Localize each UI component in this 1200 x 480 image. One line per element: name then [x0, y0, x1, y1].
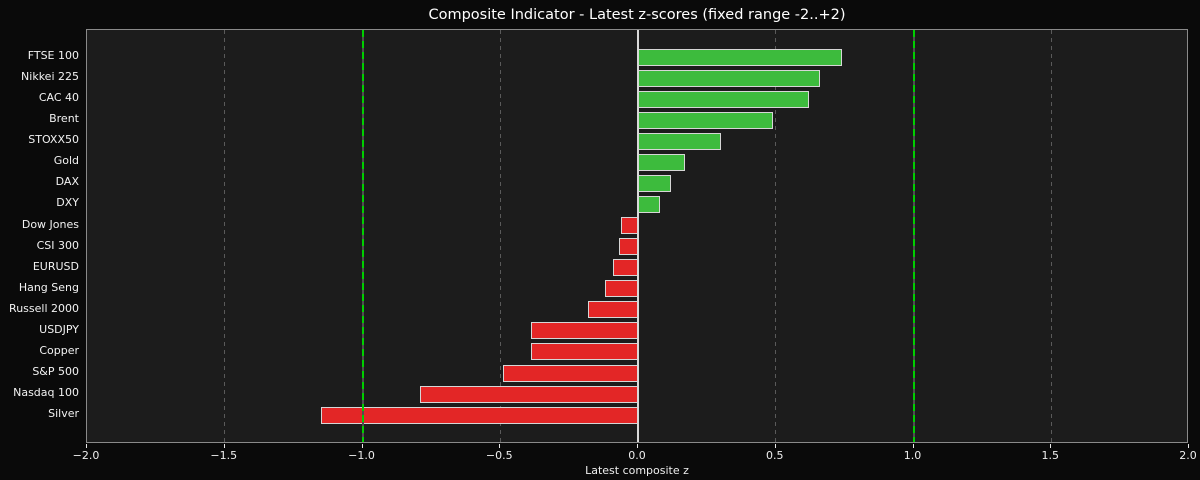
- x-tick-label: −1.0: [348, 449, 375, 462]
- bar-dxy: [638, 195, 661, 213]
- y-tick-label: Nikkei 225: [21, 70, 79, 84]
- reference-line: [912, 30, 915, 442]
- zero-line: [637, 30, 639, 442]
- bar-ftse-100: [638, 48, 842, 66]
- x-tick-label: −0.5: [485, 449, 513, 462]
- gridline: [775, 30, 777, 442]
- bar-csi-300: [618, 238, 638, 256]
- x-tick-mark: [86, 444, 87, 448]
- y-tick-label: FTSE 100: [27, 49, 79, 62]
- bar-usdjpy: [530, 322, 638, 340]
- x-tick-label: 2.0: [1179, 449, 1197, 462]
- y-tick-label: Nasdaq 100: [13, 386, 79, 400]
- x-tick-mark: [912, 444, 914, 448]
- y-tick-label: EURUSD: [32, 259, 79, 273]
- y-tick-label: CSI 300: [36, 238, 79, 252]
- y-tick-label: Brent: [49, 112, 79, 126]
- bar-dow-jones: [621, 217, 638, 235]
- x-tick-label: 1.0: [903, 449, 922, 462]
- bar-nikkei-225: [638, 69, 820, 87]
- bar-silver: [321, 406, 638, 424]
- bar-gold: [638, 153, 685, 171]
- plot-area: [86, 29, 1188, 443]
- y-tick-label: Russell 2000: [9, 301, 79, 315]
- bar-brent: [638, 111, 773, 129]
- gridline: [224, 30, 226, 442]
- bar-cac-40: [638, 90, 809, 108]
- reference-line: [361, 30, 364, 442]
- bar-hang-seng: [604, 280, 638, 298]
- bar-russell-2000: [588, 301, 638, 319]
- bar-nasdaq-100: [420, 385, 638, 403]
- x-axis-label: Latest composite z: [585, 464, 689, 477]
- x-tick-label: −2.0: [72, 449, 100, 462]
- bar-s-p-500: [503, 364, 638, 382]
- y-tick-label: Hang Seng: [18, 280, 79, 294]
- y-tick-label: Gold: [53, 154, 79, 168]
- bar-copper: [530, 343, 638, 361]
- y-tick-label: Dow Jones: [21, 217, 79, 231]
- x-tick-mark: [1050, 444, 1052, 448]
- bar-stoxx50: [638, 132, 721, 150]
- x-tick-mark: [774, 444, 776, 448]
- x-tick-mark: [499, 444, 501, 448]
- y-tick-label: CAC 40: [38, 91, 79, 105]
- x-tick-mark: [361, 444, 363, 448]
- x-tick-label: 0.5: [766, 449, 784, 462]
- y-tick-label: DAX: [55, 175, 79, 189]
- x-tick-mark: [637, 444, 638, 448]
- y-tick-label: USDJPY: [39, 322, 79, 336]
- y-tick-label: Copper: [39, 343, 79, 357]
- x-tick-mark: [1188, 444, 1189, 448]
- x-tick-label: 1.5: [1041, 449, 1060, 462]
- y-tick-label: DXY: [56, 196, 79, 210]
- gridline: [1050, 30, 1052, 442]
- y-tick-label: S&P 500: [32, 365, 79, 379]
- y-tick-label: STOXX50: [28, 133, 79, 147]
- bar-eurusd: [613, 259, 638, 277]
- x-tick-label: 0.0: [628, 449, 646, 462]
- x-tick-mark: [223, 444, 225, 448]
- x-tick-label: −1.5: [210, 449, 238, 462]
- y-tick-label: Silver: [48, 407, 79, 421]
- bar-dax: [638, 174, 672, 192]
- gridline: [499, 30, 501, 442]
- chart-title: Composite Indicator - Latest z-scores (f…: [428, 7, 846, 23]
